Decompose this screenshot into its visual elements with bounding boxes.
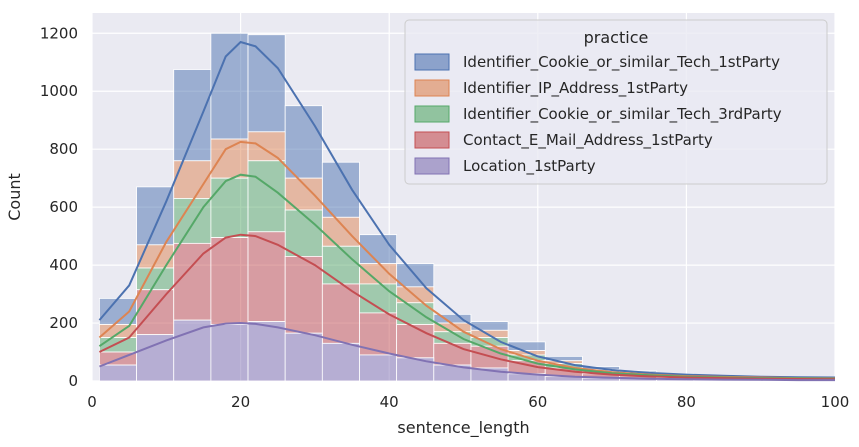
histogram-bar: [321, 245, 360, 285]
kde-curve: [99, 321, 835, 382]
legend-box: [404, 19, 828, 185]
y-tick-label: 200: [49, 314, 78, 332]
legend-label: Location_1stParty: [463, 157, 596, 176]
histogram-bar: [173, 242, 212, 321]
x-axis-label: sentence_length: [397, 418, 529, 438]
histogram-bar: [247, 34, 286, 133]
histogram-bar: [247, 160, 286, 233]
y-tick-label: 1000: [40, 82, 78, 100]
x-tick-label: 60: [528, 393, 547, 411]
legend-swatch: [414, 105, 450, 123]
legend-swatch: [414, 131, 450, 149]
histogram-bar: [321, 216, 360, 247]
y-tick-label: 0: [68, 372, 78, 390]
histogram-bar: [321, 342, 360, 382]
histogram-bar: [284, 256, 323, 334]
legend-label: Identifier_Cookie_or_similar_Tech_1stPar…: [463, 53, 780, 72]
x-tick-label: 20: [231, 393, 250, 411]
kde-curve: [98, 40, 836, 379]
histogram-bar: [247, 321, 286, 382]
legend-swatch: [414, 157, 450, 175]
series-bars: [99, 160, 836, 380]
histogram-bar: [359, 354, 398, 382]
histogram-bar: [173, 319, 212, 382]
histogram-bar: [284, 209, 323, 257]
histogram-bar: [99, 364, 137, 382]
legend: practice Identifier_Cookie_or_similar_Te…: [404, 19, 828, 185]
kde-curves: [98, 40, 836, 382]
histogram-bar: [136, 289, 175, 336]
legend-label: Identifier_Cookie_or_similar_Tech_3rdPar…: [463, 105, 782, 124]
x-tick-label: 80: [677, 393, 696, 411]
y-tick-label: 600: [49, 198, 78, 216]
y-tick-labels: 0 200 400 600 800 1000 1200: [40, 24, 78, 390]
legend-label: Identifier_IP_Address_1stParty: [463, 79, 688, 98]
histogram-bar: [173, 69, 212, 162]
histogram-bar: [210, 32, 249, 140]
y-tick-label: 800: [49, 140, 78, 158]
y-tick-label: 1200: [40, 24, 78, 42]
histogram-bar: [396, 324, 435, 359]
legend-title: practice: [584, 28, 649, 47]
histogram-bar: [210, 324, 249, 382]
histogram-bar: [433, 342, 472, 366]
legend-swatch: [414, 79, 450, 97]
histogram-bar: [247, 131, 286, 162]
legend-items: Identifier_Cookie_or_similar_Tech_1stPar…: [414, 53, 782, 176]
histogram-bar: [210, 177, 249, 238]
x-tick-label: 100: [821, 393, 850, 411]
x-tick-labels: 0 20 40 60 80 100: [87, 393, 849, 411]
legend-swatch: [414, 53, 450, 71]
legend-label: Contact_E_Mail_Address_1stParty: [463, 131, 713, 150]
x-tick-label: 0: [87, 393, 97, 411]
histogram-bar: [136, 334, 175, 382]
x-tick-label: 40: [380, 393, 399, 411]
y-tick-label: 400: [49, 256, 78, 274]
y-axis-label: Count: [5, 173, 24, 221]
histogram-bar: [210, 237, 249, 325]
histogram-bar: [284, 332, 323, 382]
histogram-bar: [210, 138, 249, 179]
histogram-bar: [284, 105, 323, 179]
histogram-bar: [470, 321, 509, 331]
kde-curve: [98, 233, 836, 381]
